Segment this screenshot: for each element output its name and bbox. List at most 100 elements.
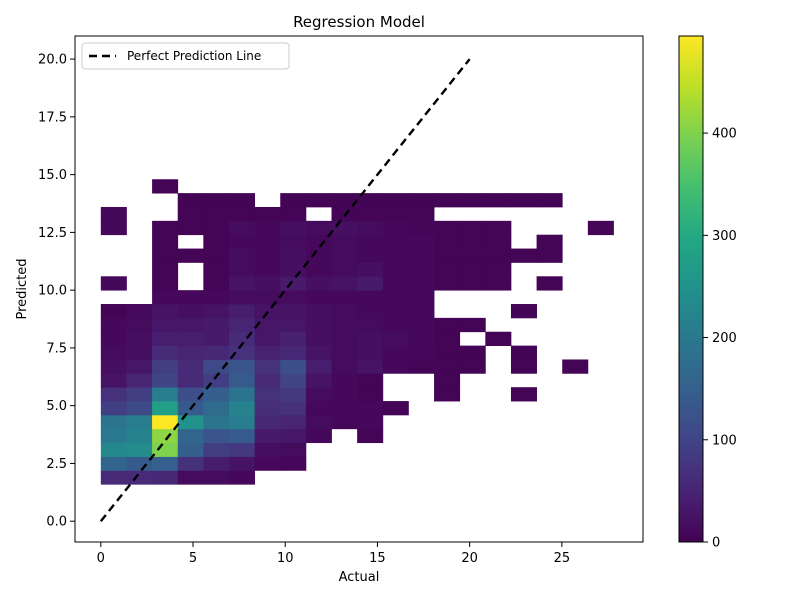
y-tick-label: 5.0 — [46, 399, 67, 414]
heatmap-cell — [434, 317, 461, 333]
heatmap-cell — [434, 331, 461, 346]
heatmap-cell — [408, 193, 435, 208]
heatmap-cell — [280, 401, 307, 416]
heatmap-cell — [382, 262, 409, 277]
heatmap-cell — [152, 359, 179, 374]
heatmap-cell — [280, 373, 307, 388]
heatmap-cell — [203, 193, 230, 208]
heatmap-cell — [382, 359, 409, 374]
heatmap-cell — [254, 290, 281, 305]
heatmap-cell — [357, 331, 384, 346]
heatmap-cell — [357, 304, 384, 319]
heatmap-cell — [126, 387, 153, 402]
heatmap-cell — [305, 331, 332, 346]
heatmap-cell — [434, 248, 461, 263]
heatmap-cell — [203, 262, 230, 277]
heatmap-cell — [203, 317, 230, 333]
y-tick-label: 15.0 — [38, 168, 67, 183]
heatmap-cell — [177, 290, 204, 305]
heatmap-cell — [126, 414, 153, 430]
heatmap-cell — [382, 331, 409, 346]
heatmap-cell — [331, 276, 358, 291]
heatmap-cell — [382, 193, 409, 208]
heatmap-cell — [434, 387, 461, 402]
heatmap-cell — [126, 317, 153, 333]
y-tick-label: 17.5 — [38, 110, 67, 125]
heatmap-cell — [126, 470, 153, 485]
heatmap-cell — [280, 304, 307, 319]
heatmap-cell — [510, 345, 537, 360]
heatmap-cell — [177, 442, 204, 457]
heatmap-cell — [254, 373, 281, 388]
heatmap-cell — [408, 206, 435, 222]
heatmap-cell — [510, 193, 537, 208]
heatmap-cell — [203, 470, 230, 485]
heatmap-cell — [331, 414, 358, 430]
heatmap-cell — [408, 317, 435, 333]
heatmap-cell — [280, 331, 307, 346]
heatmap-cell — [382, 248, 409, 263]
heatmap-cell — [100, 304, 127, 319]
heatmap-cell — [536, 248, 563, 263]
heatmap-cell — [152, 470, 179, 485]
heatmap-cell — [587, 220, 614, 236]
heatmap-cell — [126, 304, 153, 319]
heatmap-cell — [152, 401, 179, 416]
heatmap-cell — [485, 193, 512, 208]
heatmap-cell — [203, 456, 230, 471]
heatmap-cell — [254, 206, 281, 222]
heatmap-cell — [331, 387, 358, 402]
heatmap-cell — [254, 331, 281, 346]
x-tick-label: 15 — [369, 551, 386, 566]
heatmap-cell — [228, 317, 256, 333]
heatmap-cell — [331, 290, 358, 305]
heatmap-cell — [357, 206, 384, 222]
heatmap-cell — [305, 345, 332, 360]
heatmap-cell — [100, 414, 127, 430]
heatmap-cell — [152, 345, 179, 360]
heatmap-cell — [305, 428, 332, 444]
heatmap-cell — [408, 345, 435, 360]
heatmap-cell — [100, 206, 127, 222]
heatmap-cell — [100, 331, 127, 346]
heatmap-cell — [485, 220, 512, 236]
heatmap-cell — [177, 470, 204, 485]
heatmap-cell — [228, 442, 256, 457]
y-tick-label: 2.5 — [46, 457, 67, 472]
heatmap-cell — [305, 304, 332, 319]
heatmap-cell — [357, 414, 384, 430]
heatmap-cell — [408, 220, 435, 236]
x-tick-label: 0 — [97, 551, 105, 566]
heatmap-cell — [228, 290, 256, 305]
heatmap-cell — [152, 428, 179, 444]
heatmap-cell — [280, 206, 307, 222]
heatmap-cell — [331, 401, 358, 416]
heatmap-cell — [331, 234, 358, 249]
heatmap-cell — [177, 387, 204, 402]
y-tick-label: 10.0 — [38, 284, 67, 299]
heatmap-cell — [177, 331, 204, 346]
heatmap-cell — [280, 428, 307, 444]
perfect-prediction-line — [99, 58, 471, 522]
heatmap-cell — [254, 234, 281, 249]
heatmap-cell — [100, 276, 127, 291]
heatmap-cell — [100, 442, 127, 457]
heatmap-cell — [203, 290, 230, 305]
colorbar-tick-label: 200 — [712, 331, 737, 346]
colorbar-tick-label: 400 — [712, 127, 737, 142]
heatmap-cell — [254, 248, 281, 263]
heatmap-cell — [100, 317, 127, 333]
heatmap-cell — [100, 359, 127, 374]
heatmap-cell — [357, 193, 384, 208]
heatmap-cell — [459, 234, 486, 249]
heatmap-cell — [305, 193, 332, 208]
heatmap-cell — [203, 248, 230, 263]
heatmap-cell — [228, 387, 256, 402]
colorbar — [678, 35, 704, 543]
heatmap-cell — [203, 206, 230, 222]
heatmap-cell — [203, 234, 230, 249]
y-tick-label: 7.5 — [46, 341, 67, 356]
heatmap-cell — [485, 331, 512, 346]
heatmap-cell — [305, 248, 332, 263]
